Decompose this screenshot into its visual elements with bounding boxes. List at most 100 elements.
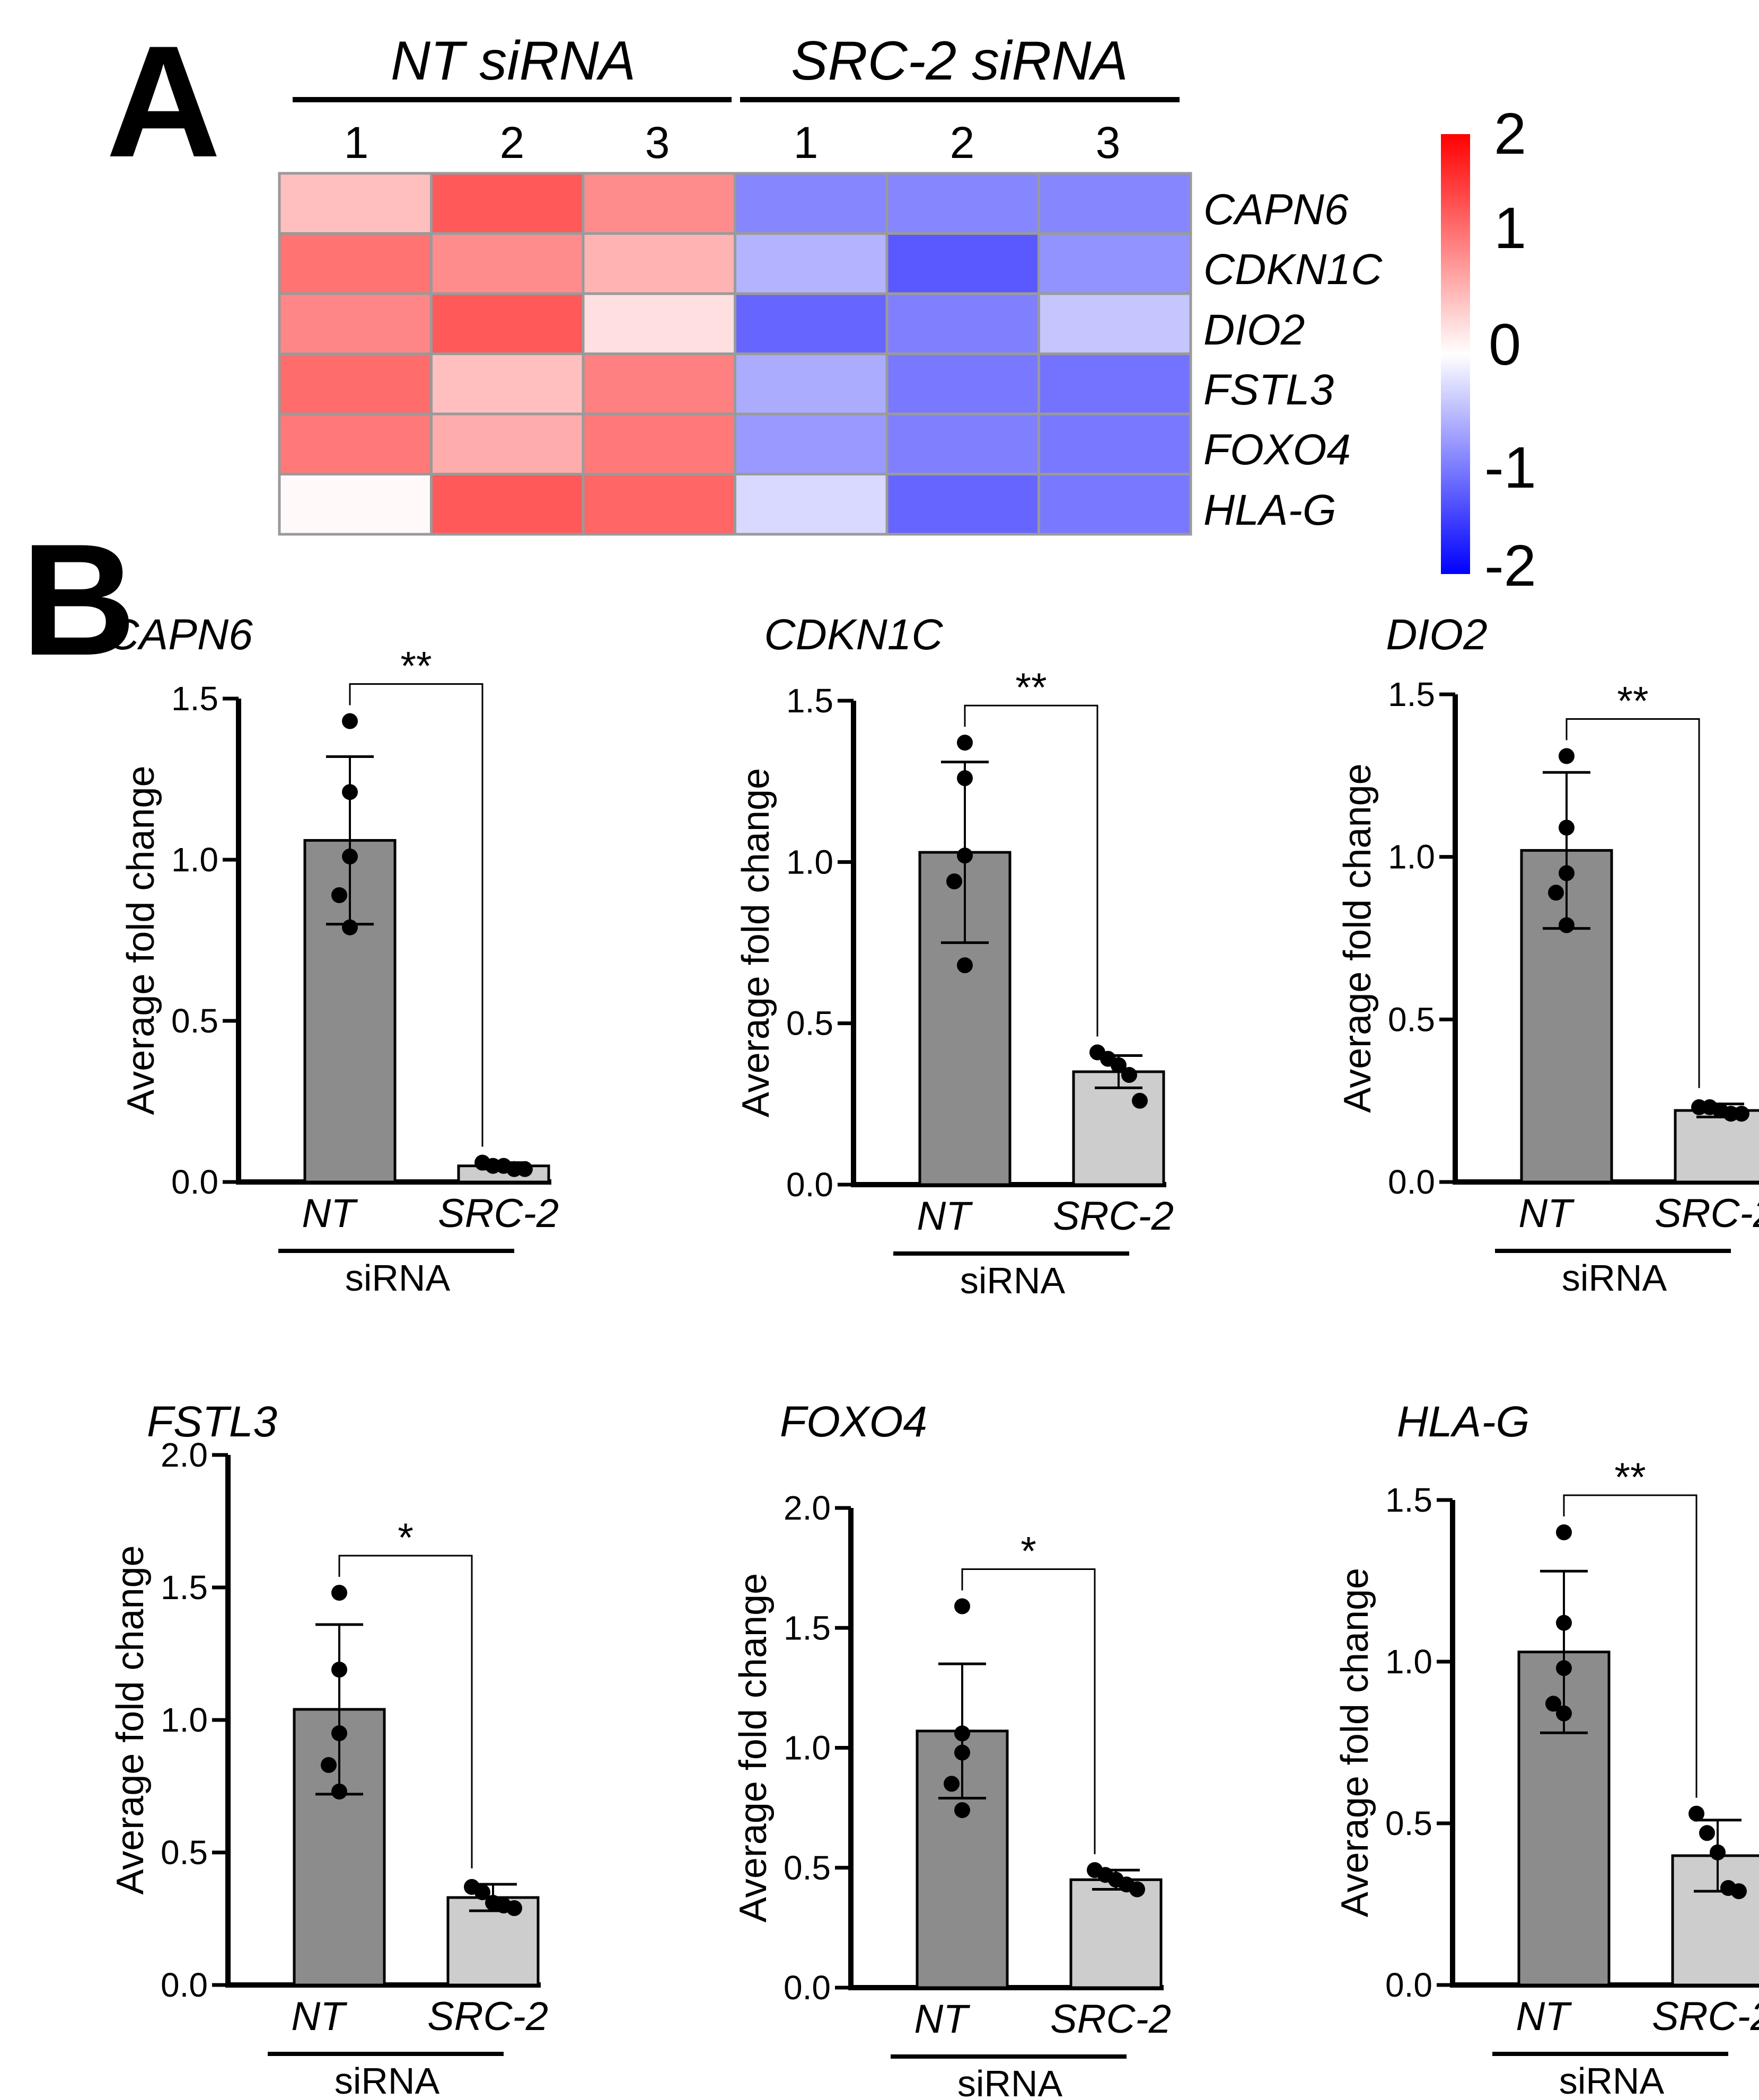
- y-tick-label: 0.5: [171, 1002, 218, 1040]
- y-axis-label: Average fold change: [732, 1573, 775, 1922]
- data-point: [1731, 1883, 1747, 1900]
- significance-bracket: [1565, 718, 1700, 1088]
- y-tick-label: 0.5: [161, 1833, 208, 1872]
- chart-title: CAPN6: [108, 611, 253, 659]
- data-point: [342, 848, 358, 864]
- x-group-label: siRNA: [345, 1257, 451, 1299]
- bar-chart-dio2: DIO2 0.0 0.5 1.0 1.5 Average fold change NT SRC…: [1336, 611, 1759, 1299]
- significance-bracket: [338, 1555, 473, 1868]
- data-point: [1556, 1660, 1572, 1677]
- y-tick-label: 1.5: [786, 682, 833, 720]
- y-tick-label: 1.5: [1388, 675, 1435, 713]
- chart-title: DIO2: [1386, 611, 1487, 659]
- data-point: [1548, 885, 1564, 901]
- data-point: [1132, 1092, 1148, 1109]
- y-tick-label: 0.5: [1385, 1804, 1432, 1842]
- data-point: [954, 1744, 970, 1761]
- heatmap-cell: [734, 292, 889, 355]
- heatmap-cell: [582, 232, 736, 295]
- data-point: [331, 1725, 347, 1741]
- x-category-label: NT: [917, 1194, 973, 1239]
- data-point: [474, 1884, 490, 1900]
- significance-label: **: [400, 644, 432, 689]
- significance-bracket: [961, 1568, 1096, 1855]
- y-axis-label: Average fold change: [1334, 1568, 1376, 1917]
- bar-nt: [918, 851, 1012, 1186]
- x-category-label: SRC-2: [427, 1994, 548, 2039]
- colorbar-tick: 1: [1494, 196, 1526, 261]
- gene-label: FOXO4: [1203, 426, 1351, 474]
- heatmap-cell: [734, 473, 889, 536]
- x-category-label: SRC-2: [1655, 1191, 1759, 1236]
- bar-src-2: [1671, 1854, 1759, 1987]
- data-point: [1559, 865, 1575, 881]
- heatmap-cell: [734, 172, 889, 235]
- x-category-label: NT: [1518, 1191, 1575, 1236]
- bar-src-2: [1069, 1878, 1163, 1989]
- data-point: [957, 770, 973, 787]
- y-tick-label: 1.0: [784, 1729, 831, 1767]
- significance-bracket: [964, 704, 1098, 1037]
- data-point: [331, 887, 347, 903]
- column-number: 3: [645, 118, 670, 167]
- heatmap-cell: [582, 473, 736, 536]
- data-point: [1556, 1524, 1572, 1540]
- heatmap-cell: [1037, 412, 1192, 475]
- bar-chart-cdkn1c: CDKN1C 0.0 0.5 1.0 1.5 Average fold change NT S…: [735, 611, 1174, 1301]
- heatmap-cell: [885, 232, 1040, 295]
- significance-label: **: [1015, 665, 1046, 710]
- heatmap-cell: [430, 473, 585, 536]
- data-point: [1734, 1106, 1749, 1122]
- y-tick-label: 1.0: [786, 843, 833, 881]
- gene-label: HLA-G: [1203, 486, 1336, 534]
- data-point: [954, 1802, 970, 1819]
- heatmap-cell: [885, 172, 1040, 235]
- heatmap-cell: [278, 292, 433, 355]
- data-point: [1121, 1067, 1137, 1083]
- heatmap-cell: [1037, 352, 1192, 416]
- data-point: [331, 1784, 347, 1799]
- data-point: [1559, 917, 1575, 933]
- y-tick-label: 1.5: [784, 1609, 831, 1647]
- bar-chart-fstl3: FSTL3 0.0 0.5 1.0 1.5 2.0 Average fold change N…: [109, 1398, 548, 2100]
- bar-chart-hla-g: HLA-G 0.0 0.5 1.0 1.5 Average fold change NT SR…: [1334, 1398, 1759, 2100]
- significance-bracket: [349, 683, 483, 1147]
- data-point: [957, 848, 973, 864]
- data-point: [331, 1662, 347, 1678]
- heatmap-cell: [278, 232, 433, 295]
- y-tick-label: 0.5: [786, 1004, 833, 1043]
- significance-label: *: [1021, 1529, 1036, 1574]
- gene-label: DIO2: [1203, 306, 1305, 354]
- heatmap-cell: [1037, 232, 1192, 295]
- x-category-label: NT: [302, 1191, 358, 1236]
- heatmap-cell: [582, 292, 736, 355]
- colorbar-tick: -2: [1484, 533, 1536, 598]
- x-category-label: SRC-2: [1652, 1994, 1759, 2039]
- bar-chart-capn6: CAPN6 0.0 0.5 1.0 1.5 Average fold change NT SR…: [108, 611, 559, 1299]
- heatmap-cell: [582, 172, 736, 235]
- data-point: [954, 1598, 970, 1614]
- x-category-label: SRC-2: [1053, 1194, 1174, 1239]
- data-point: [342, 784, 358, 800]
- y-axis-label: Average fold change: [109, 1545, 152, 1894]
- heatmap-gene-labels: CAPN6 CDKN1C DIO2 FSTL3 FOXO4 HLA-G: [1203, 186, 1383, 534]
- data-point: [954, 1725, 970, 1742]
- panel-b-letter: B: [21, 510, 136, 689]
- data-point: [1129, 1881, 1145, 1898]
- y-tick-label: 1.5: [1385, 1481, 1432, 1519]
- heatmap-cell: [734, 352, 889, 416]
- data-point: [1559, 819, 1575, 836]
- data-point: [331, 1585, 347, 1601]
- data-point: [342, 919, 358, 936]
- x-category-label: SRC-2: [438, 1191, 559, 1236]
- heatmap-cell: [430, 292, 585, 355]
- heatmap: [278, 172, 1192, 536]
- y-tick-label: 0.0: [786, 1166, 833, 1204]
- heatmap-cell: [1037, 172, 1192, 235]
- chart-title: CDKN1C: [764, 611, 943, 659]
- x-category-label: NT: [914, 1997, 970, 2042]
- heatmap-cell: [885, 352, 1040, 416]
- y-tick-label: 0.5: [784, 1849, 831, 1887]
